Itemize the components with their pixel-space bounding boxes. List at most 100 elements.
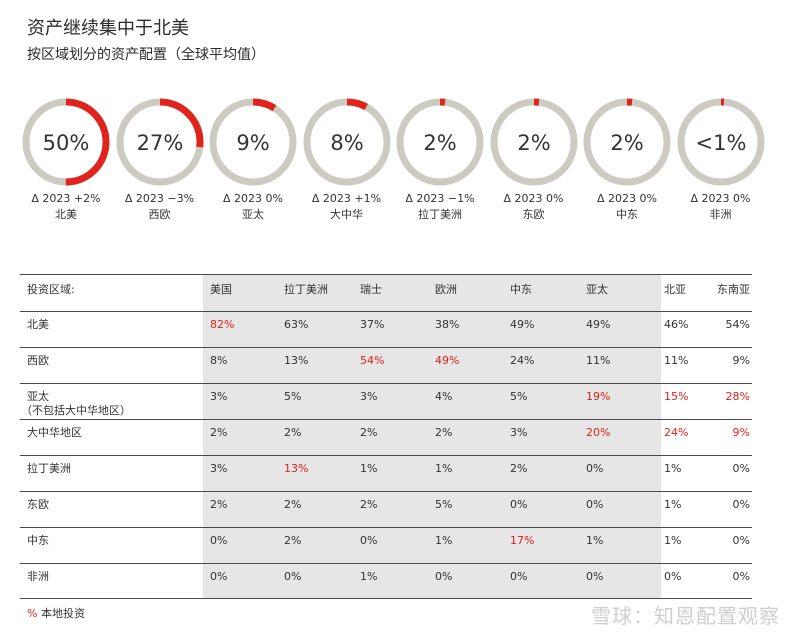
- table-cell: 2%: [360, 498, 378, 511]
- donut-region: 亚太: [242, 208, 264, 221]
- table-cell: 49%: [510, 318, 535, 331]
- table-rule: [20, 598, 752, 599]
- donut-percentage: 2%: [517, 131, 550, 155]
- donut-chart: 50%: [22, 98, 110, 186]
- donut-percentage: 8%: [330, 131, 363, 155]
- donut-slice: [116, 98, 203, 186]
- table-cell: 2%: [510, 462, 528, 475]
- table-cell: 4%: [435, 390, 453, 403]
- table-cell: 28%: [725, 390, 750, 403]
- donut-slice: [583, 98, 671, 186]
- donut-slice: [677, 98, 764, 186]
- donut-chart: 2%: [583, 98, 671, 186]
- table-cell: 11%: [664, 354, 689, 367]
- table-cell: 11%: [586, 354, 611, 367]
- table-cell: 49%: [586, 318, 611, 331]
- row-sublabel: （不包括大中华地区）: [21, 404, 131, 417]
- table-rule: [20, 491, 752, 492]
- table-cell: 54%: [360, 354, 385, 367]
- table-cell: 2%: [284, 498, 302, 511]
- table-cell: 2%: [284, 534, 302, 547]
- donut-delta: Δ 2023 0%: [690, 192, 751, 205]
- legend: % 本地投资: [27, 605, 85, 621]
- donut-region: 非洲: [709, 208, 732, 221]
- column-header: 东南亚: [717, 283, 750, 296]
- table-cell: 3%: [210, 390, 228, 403]
- legend-mark: %: [27, 607, 38, 620]
- table-corner-label: 投资区域:: [27, 283, 75, 296]
- donut-region: 北美: [55, 208, 77, 221]
- donut-4: 8% Δ 2023 +1% 大中华: [301, 96, 393, 222]
- table-cell: 2%: [210, 498, 228, 511]
- table-rule: [20, 347, 752, 348]
- table-cell: 0%: [360, 534, 378, 547]
- donut-percentage: <1%: [695, 131, 746, 155]
- table-cell: 3%: [210, 462, 228, 475]
- page-subtitle: 按区域划分的资产配置（全球平均值）: [27, 47, 265, 63]
- table-cell: 0%: [510, 498, 528, 511]
- table-cell: 0%: [586, 498, 604, 511]
- donut-region: 中东: [616, 208, 638, 221]
- donut-delta: Δ 2023 +2%: [31, 192, 101, 205]
- donut-chart: 27%: [116, 98, 203, 186]
- table-cell: 0%: [435, 570, 453, 583]
- table-cell: 0%: [732, 498, 750, 511]
- donut-slice: [490, 98, 577, 186]
- table-cell: 1%: [435, 462, 453, 475]
- allocation-table: 投资区域: 美国 拉丁美洲 瑞士 欧洲 中东 亚太 北亚 东南亚 北美 82% 63% 37% 38% 49…: [20, 274, 752, 599]
- table-cell: 1%: [360, 462, 378, 475]
- column-header: 美国: [210, 283, 232, 296]
- row-label: 亚太: [27, 390, 49, 403]
- table-cell: 17%: [510, 534, 535, 547]
- donut-percentage: 9%: [236, 131, 269, 155]
- table-cell: 1%: [360, 570, 378, 583]
- table-shaded-band: [203, 274, 661, 598]
- table-cell: 13%: [284, 354, 309, 367]
- table-cell: 1%: [435, 534, 453, 547]
- table-cell: 0%: [732, 570, 750, 583]
- table-cell: 54%: [725, 318, 750, 331]
- donut-delta: Δ 2023 0%: [503, 192, 564, 205]
- donut-row: 50% Δ 2023 +2% 北美 27% Δ 2023 −3% 西欧 9% Δ 2023 0…: [20, 96, 780, 236]
- row-label: 北美: [27, 318, 49, 331]
- table-cell: 24%: [664, 426, 689, 439]
- row-label: 非洲: [27, 570, 49, 583]
- table-cell: 0%: [284, 570, 302, 583]
- donut-delta: Δ 2023 +1%: [311, 192, 382, 205]
- donut-delta: Δ 2023 −1%: [405, 192, 475, 205]
- legend-text: 本地投资: [40, 607, 85, 620]
- table-rule: [20, 311, 752, 312]
- row-label: 中东: [27, 534, 49, 547]
- donut-slice: [209, 98, 297, 186]
- table-cell: 15%: [664, 390, 689, 403]
- table-cell: 1%: [664, 498, 682, 511]
- table-cell: 82%: [210, 318, 235, 331]
- donut-chart: 2%: [396, 98, 484, 186]
- donut-percentage: 2%: [610, 131, 643, 155]
- table-rule: [20, 527, 752, 528]
- table-cell: 5%: [435, 498, 453, 511]
- table-cell: 38%: [435, 318, 460, 331]
- table-cell: 1%: [664, 534, 682, 547]
- row-label: 大中华地区: [27, 426, 82, 439]
- table-cell: 37%: [360, 318, 385, 331]
- table-cell: 0%: [210, 570, 228, 583]
- table-cell: 5%: [284, 390, 302, 403]
- table-cell: 49%: [435, 354, 460, 367]
- donut-region: 东欧: [522, 208, 545, 221]
- column-header: 中东: [510, 283, 532, 296]
- donut-region: 西欧: [148, 208, 171, 221]
- table-cell: 9%: [732, 354, 750, 367]
- donut-1: 50% Δ 2023 +2% 北美: [20, 96, 112, 222]
- table-cell: 1%: [664, 462, 682, 475]
- table-cell: 20%: [586, 426, 611, 439]
- donut-3: 9% Δ 2023 0% 亚太: [207, 96, 299, 222]
- table-cell: 0%: [210, 534, 228, 547]
- donut-delta: Δ 2023 0%: [223, 192, 283, 205]
- column-header: 亚太: [586, 283, 608, 296]
- table-rule: [20, 563, 752, 564]
- table-cell: 0%: [664, 570, 682, 583]
- watermark: 雪球：知恩配置观察: [591, 604, 780, 628]
- donut-chart: <1%: [677, 98, 764, 186]
- column-header: 瑞士: [360, 283, 382, 296]
